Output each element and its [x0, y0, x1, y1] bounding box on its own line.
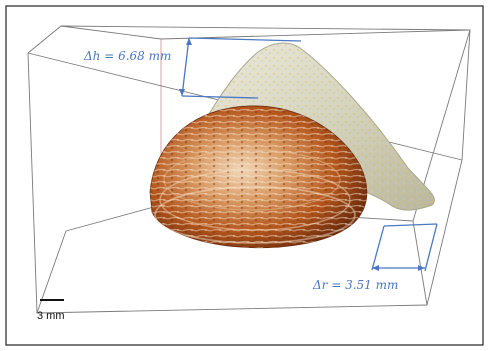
scale-bar: 3 mm [37, 299, 65, 322]
scale-bar-label: 3 mm [37, 310, 65, 322]
delta-r-dimension: Δr = 3.51 mm [312, 223, 438, 292]
panel-border [5, 5, 484, 346]
delta-r-label: Δr = 3.51 mm [312, 278, 398, 292]
inner-dome [149, 105, 368, 249]
delta-h-dimension: Δh = 6.68 mm [83, 37, 302, 99]
delta-h-label: Δh = 6.68 mm [83, 49, 171, 63]
